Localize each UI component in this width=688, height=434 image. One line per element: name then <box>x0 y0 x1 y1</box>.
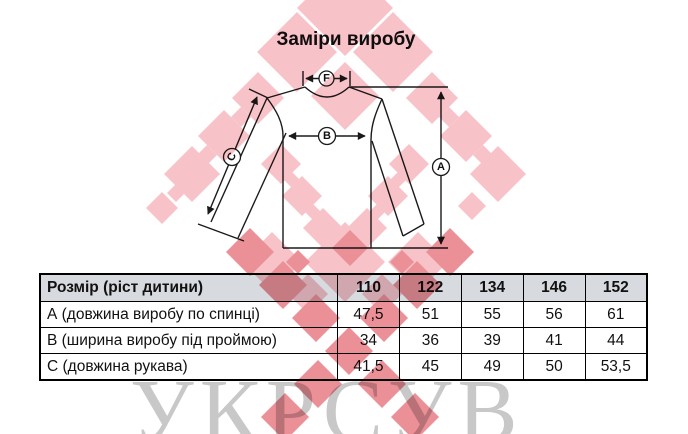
table-row: А (довжина виробу по спинці) 47,5 51 55 … <box>39 301 648 328</box>
cell-value: 39 <box>460 327 524 354</box>
label-b: B <box>323 130 331 142</box>
garment-measurement-diagram: F B A C <box>197 70 451 249</box>
cell-value: 44 <box>584 327 648 354</box>
cell-value: 51 <box>398 301 462 328</box>
cell-value: 49 <box>460 353 524 381</box>
table-header-row: Розмір (ріст дитини) 110 122 134 146 152 <box>39 273 648 302</box>
row-label: С (довжина рукава) <box>39 353 338 381</box>
size-column-header: 122 <box>398 273 462 302</box>
cell-value: 41 <box>522 327 586 354</box>
cell-value: 41,5 <box>337 353 400 381</box>
table-row: В (ширина виробу під проймою) 34 36 39 4… <box>39 327 648 354</box>
row-label: В (ширина виробу під проймою) <box>39 327 338 354</box>
cell-value: 61 <box>584 301 648 328</box>
cell-value: 55 <box>460 301 524 328</box>
cell-value: 56 <box>522 301 586 328</box>
size-column-header: 134 <box>460 273 524 302</box>
size-column-header: 146 <box>522 273 586 302</box>
cell-value: 34 <box>337 327 400 354</box>
size-table: Розмір (ріст дитини) 110 122 134 146 152… <box>39 273 648 381</box>
cell-value: 45 <box>398 353 462 381</box>
cell-value: 47,5 <box>337 301 400 328</box>
cell-value: 36 <box>398 327 462 354</box>
page-title: Заміри виробу <box>276 29 416 50</box>
size-column-header: 152 <box>584 273 648 302</box>
table-row: С (довжина рукава) 41,5 45 49 50 53,5 <box>39 353 648 381</box>
size-column-header: 110 <box>337 273 400 302</box>
garment-outline <box>197 86 448 249</box>
row-label: А (довжина виробу по спинці) <box>39 301 338 328</box>
label-a: A <box>437 161 445 173</box>
cell-value: 50 <box>522 353 586 381</box>
label-f: F <box>323 73 330 85</box>
table-header-label: Розмір (ріст дитини) <box>39 273 338 302</box>
cell-value: 53,5 <box>584 353 648 381</box>
